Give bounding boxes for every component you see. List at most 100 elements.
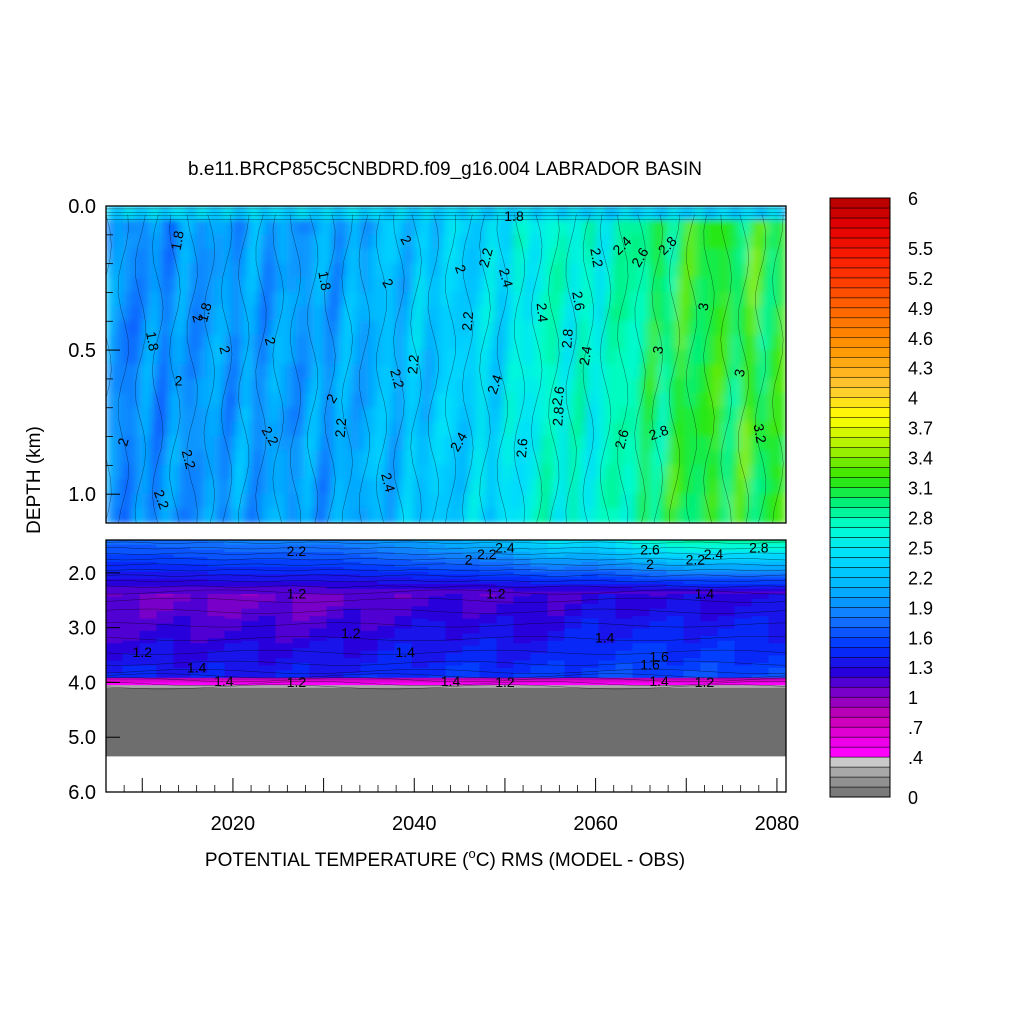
field-cell bbox=[468, 219, 479, 236]
field-cell bbox=[428, 569, 447, 573]
field-cell bbox=[547, 611, 566, 615]
field-cell bbox=[462, 579, 481, 583]
field-cell bbox=[558, 392, 569, 409]
field-cell bbox=[190, 589, 209, 593]
field-cell bbox=[496, 643, 515, 647]
field-cell bbox=[326, 645, 345, 649]
field-cell bbox=[604, 234, 615, 250]
field-cell bbox=[666, 593, 685, 597]
field-cell bbox=[292, 660, 311, 664]
field-cell bbox=[632, 628, 651, 632]
field-cell bbox=[190, 653, 209, 657]
field-cell bbox=[531, 277, 542, 293]
contour-line bbox=[393, 214, 405, 523]
field-cell bbox=[428, 630, 447, 634]
field-cell bbox=[232, 234, 243, 250]
field-cell bbox=[150, 277, 161, 293]
field-cell bbox=[676, 450, 687, 466]
field-cell bbox=[717, 589, 736, 593]
field-cell bbox=[292, 601, 311, 605]
field-cell bbox=[292, 682, 311, 686]
field-cell bbox=[106, 685, 124, 689]
field-cell bbox=[122, 621, 141, 625]
field-cell bbox=[631, 335, 642, 351]
field-cell bbox=[622, 263, 633, 279]
field-cell bbox=[615, 579, 634, 583]
field-cell bbox=[479, 677, 498, 681]
field-cell bbox=[173, 611, 192, 615]
field-cell bbox=[343, 660, 362, 664]
field-cell bbox=[615, 581, 634, 585]
field-cell bbox=[350, 306, 361, 322]
field-cell bbox=[615, 658, 634, 662]
field-cell bbox=[190, 630, 209, 634]
colorbar-label: 1.6 bbox=[908, 628, 933, 648]
field-cell bbox=[734, 650, 753, 654]
field-cell bbox=[368, 436, 379, 452]
field-cell bbox=[734, 571, 753, 575]
upper-panel: 0.00.51.0 bbox=[68, 196, 787, 524]
field-cell bbox=[368, 335, 379, 351]
field-cell bbox=[666, 670, 685, 674]
field-cell bbox=[122, 655, 141, 659]
field-cell bbox=[649, 611, 668, 615]
field-cell bbox=[632, 564, 651, 568]
field-cell bbox=[751, 685, 770, 689]
field-cell bbox=[649, 263, 660, 279]
field-cell bbox=[360, 596, 379, 600]
field-cell bbox=[156, 630, 175, 634]
field-cell bbox=[214, 450, 225, 466]
contour-line bbox=[755, 214, 767, 523]
field-cell bbox=[326, 566, 345, 570]
field-cell bbox=[513, 658, 532, 662]
field-cell bbox=[106, 407, 116, 423]
field-cell bbox=[343, 658, 362, 662]
field-cell bbox=[513, 633, 532, 637]
field-cell bbox=[150, 392, 161, 409]
field-cell bbox=[595, 219, 606, 236]
field-cell bbox=[450, 206, 461, 221]
field-cell bbox=[241, 643, 260, 647]
field-cell bbox=[122, 675, 141, 679]
field-cell bbox=[422, 378, 433, 394]
field-cell bbox=[190, 584, 209, 588]
field-cell bbox=[205, 493, 216, 510]
field-cell bbox=[504, 493, 515, 510]
field-cell bbox=[496, 628, 515, 632]
field-cell bbox=[513, 306, 524, 322]
field-cell bbox=[292, 576, 311, 580]
field-cell bbox=[394, 596, 413, 600]
field-cell bbox=[776, 436, 786, 452]
field-cell bbox=[241, 571, 260, 575]
field-cell bbox=[530, 603, 549, 607]
field-cell bbox=[258, 682, 277, 686]
field-cell bbox=[767, 436, 778, 452]
field-cell bbox=[576, 291, 588, 308]
field-cell bbox=[632, 682, 651, 686]
field-cell bbox=[462, 650, 481, 654]
field-cell bbox=[404, 464, 415, 481]
field-cell bbox=[122, 653, 141, 657]
field-cell bbox=[196, 436, 207, 452]
field-cell bbox=[496, 601, 515, 605]
field-cell bbox=[598, 576, 617, 580]
colorbar-swatch bbox=[829, 597, 891, 608]
colorbar-swatch bbox=[829, 676, 891, 688]
field-cell bbox=[547, 672, 566, 676]
field-cell bbox=[462, 608, 481, 612]
field-cell bbox=[377, 206, 388, 221]
field-cell bbox=[731, 508, 742, 523]
field-cell bbox=[632, 635, 651, 639]
field-cell bbox=[477, 206, 488, 221]
field-cell bbox=[486, 450, 497, 466]
field-cell bbox=[450, 219, 461, 236]
field-cell bbox=[598, 566, 617, 570]
field-cell bbox=[595, 306, 606, 322]
field-cell bbox=[683, 645, 702, 649]
field-cell bbox=[241, 601, 260, 605]
contour-label: 2 bbox=[114, 436, 132, 448]
field-cell bbox=[326, 554, 345, 558]
field-cell bbox=[667, 277, 678, 293]
field-cell bbox=[477, 407, 488, 423]
field-cell bbox=[359, 320, 370, 337]
